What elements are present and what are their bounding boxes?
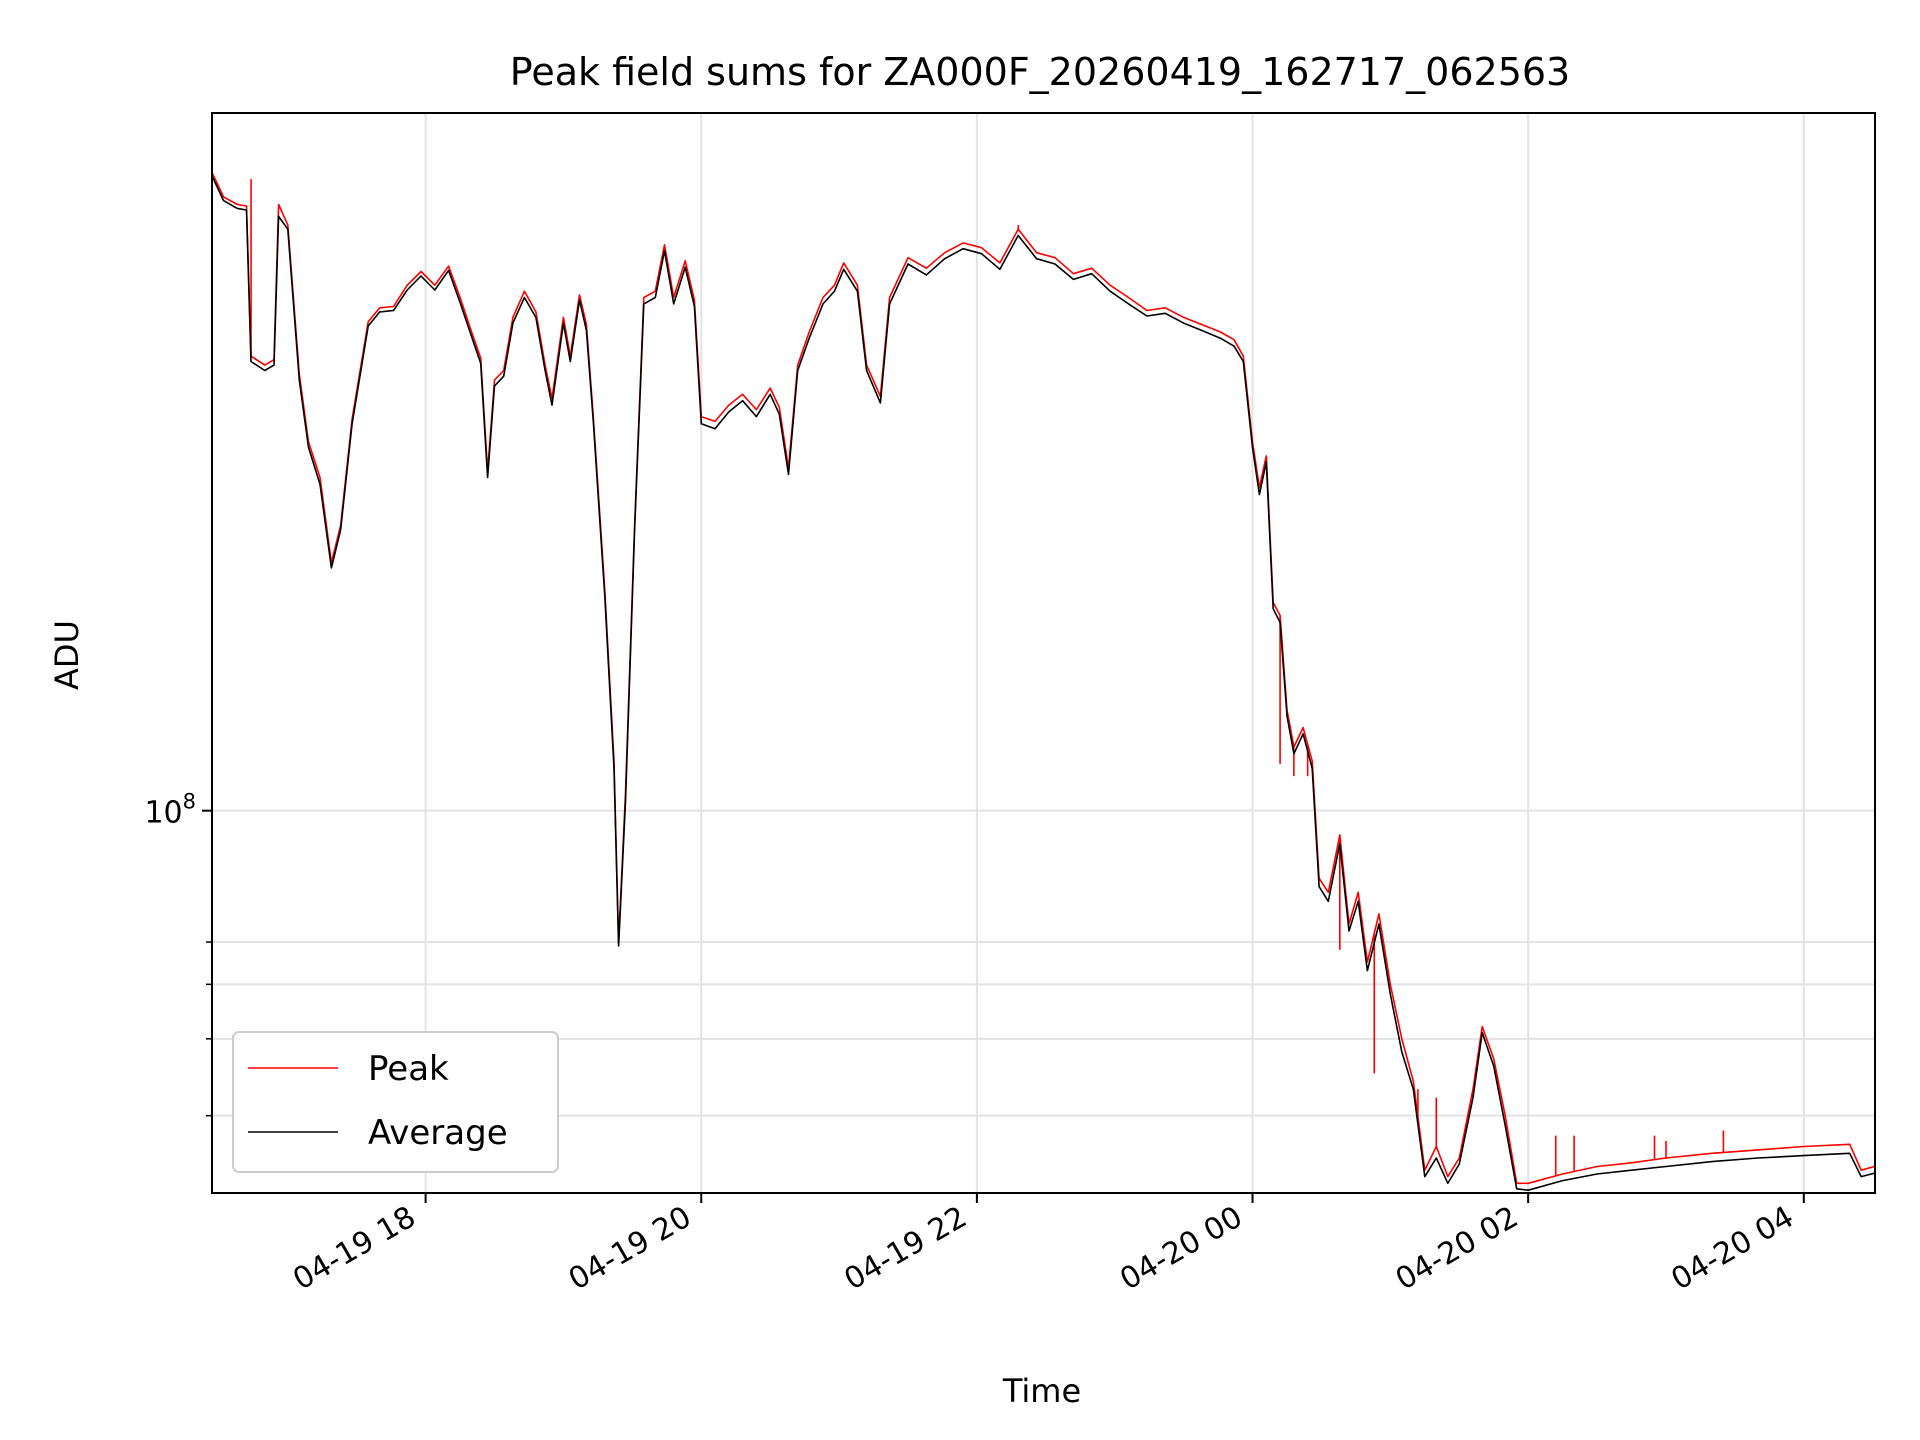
x-axis-label: Time bbox=[1002, 1372, 1081, 1410]
legend-box bbox=[232, 1031, 559, 1173]
y-tick-label: 108 bbox=[144, 790, 196, 831]
legend-label-peak: Peak bbox=[368, 1049, 449, 1089]
series-group bbox=[212, 172, 1875, 1191]
legend-label-average: Average bbox=[368, 1113, 508, 1153]
chart-title: Peak field sums for ZA000F_20260419_1627… bbox=[510, 50, 1570, 94]
legend: Peak Average bbox=[232, 1031, 559, 1173]
series-line-average bbox=[212, 175, 1875, 1191]
series-layer bbox=[212, 172, 1875, 1191]
plot-frame bbox=[211, 112, 1876, 1194]
y-axis-label: ADU bbox=[48, 620, 86, 690]
